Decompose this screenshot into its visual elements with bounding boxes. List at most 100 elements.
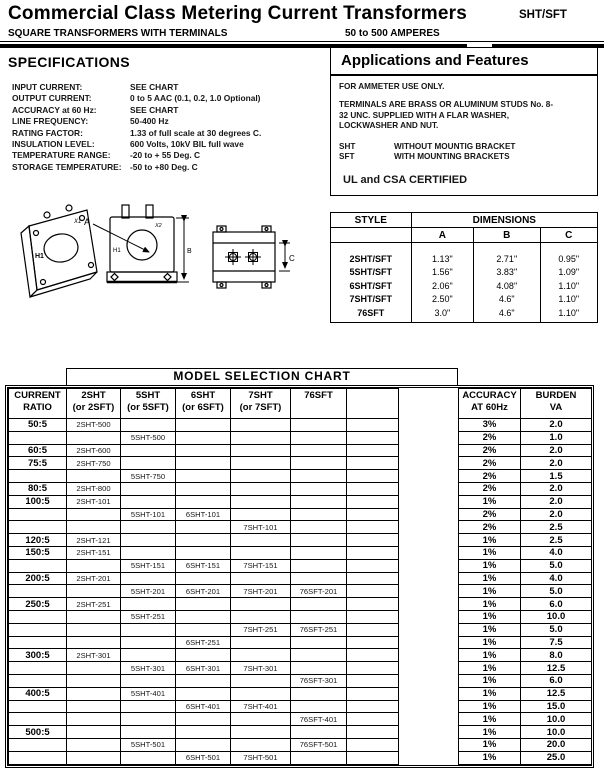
chart-cell xyxy=(8,622,67,637)
chart-cell xyxy=(66,469,121,483)
chart-gap-cell xyxy=(398,469,459,483)
chart-cell: 50:5 xyxy=(8,418,67,432)
bracket-desc: WITHOUT MOUNTIG BRACKET xyxy=(394,141,516,151)
chart-row: 50:5 2SHT-500 3% 2.0 xyxy=(8,418,592,432)
chart-empty-cell xyxy=(346,507,399,522)
chart-cell xyxy=(8,737,67,752)
chart-cell xyxy=(230,456,291,471)
label-x1: X1 xyxy=(73,219,81,225)
chart-cell xyxy=(290,571,347,586)
chart-cell: 2SHT-800 xyxy=(66,481,121,496)
chart-empty-cell xyxy=(346,545,399,560)
spec-row: INPUT CURRENT: SEE CHART xyxy=(12,82,327,93)
chart-cell xyxy=(290,725,347,739)
subtitle-product-type: SQUARE TRANSFORMERS WITH TERMINALS xyxy=(8,28,228,39)
chart-cell xyxy=(175,494,231,509)
chart-cell: 1% xyxy=(458,673,521,688)
chart-cell xyxy=(175,648,231,663)
col-header-current-ratio: CURRENT RATIO xyxy=(8,388,67,419)
dim-cell-c: 1.10" xyxy=(539,306,599,322)
chart-cell xyxy=(66,661,121,675)
chart-cell xyxy=(120,571,176,586)
dim-cell-b: 4.6" xyxy=(473,292,541,306)
spec-value: -20 to + 55 Deg. C xyxy=(130,150,201,161)
bracket-note: SHT WITHOUT MOUNTIG BRACKET xyxy=(339,142,589,153)
dim-cell-c: 1.10" xyxy=(539,292,599,306)
chart-cell xyxy=(175,443,231,458)
chart-cell: 5.0 xyxy=(520,584,592,599)
chart-cell: 5SHT-301 xyxy=(120,661,176,675)
chart-cell xyxy=(290,648,347,663)
chart-cell xyxy=(120,622,176,637)
chart-cell xyxy=(66,430,121,445)
chart-cell: 75:5 xyxy=(8,456,67,471)
chart-cell: 2SHT-750 xyxy=(66,456,121,471)
chart-gap-cell xyxy=(398,700,459,713)
transformer-side-drawing: C xyxy=(212,225,295,289)
chart-cell: 2SHT-201 xyxy=(66,571,121,586)
spec-row: LINE FREQUENCY: 50-400 Hz xyxy=(12,116,327,127)
spec-label: TEMPERATURE RANGE: xyxy=(12,150,111,161)
header-thin-rule xyxy=(0,41,604,42)
chart-cell xyxy=(66,635,121,650)
spec-label: INSULATION LEVEL: xyxy=(12,139,95,150)
chart-cell xyxy=(230,609,291,624)
chart-row: 75:5 2SHT-750 2% 2.0 xyxy=(8,456,592,471)
chart-cell: 76SFT-301 xyxy=(290,673,347,688)
chart-cell: 76SFT-401 xyxy=(290,712,347,727)
chart-row: 5SHT-301 6SHT-301 7SHT-301 1% 12.5 xyxy=(8,661,592,675)
chart-cell: 2% xyxy=(458,430,521,445)
chart-empty-cell xyxy=(346,469,399,483)
chart-gap-cell xyxy=(398,418,459,432)
chart-empty-cell xyxy=(346,481,399,496)
chart-cell xyxy=(290,750,347,765)
dim-col-b: B xyxy=(473,227,541,243)
chart-cell: 1% xyxy=(458,699,521,714)
dimensions-row: 2SHT/SFT 1.13" 2.71" 0.95" xyxy=(330,242,599,266)
chart-empty-cell xyxy=(346,430,399,445)
chart-cell: 5SHT-500 xyxy=(120,430,176,445)
chart-cell xyxy=(175,481,231,496)
chart-cell xyxy=(175,673,231,688)
applications-box: Applications and Features FOR AMMETER US… xyxy=(330,47,598,196)
chart-gap-cell xyxy=(398,546,459,560)
chart-cell: 1% xyxy=(458,533,521,547)
page-title: Commercial Class Metering Current Transf… xyxy=(8,3,468,24)
chart-cell xyxy=(66,712,121,727)
chart-cell: 1% xyxy=(458,737,521,752)
certification-note: UL and CSA CERTIFIED xyxy=(343,173,468,186)
spec-value: 1.33 of full scale at 30 degrees C. xyxy=(130,127,262,138)
chart-cell xyxy=(175,545,231,560)
dim-cell-style: 6SHT/SFT xyxy=(330,279,412,293)
chart-cell xyxy=(230,712,291,727)
chart-cell: 1% xyxy=(458,558,521,573)
chart-cell: 8.0 xyxy=(520,648,592,663)
chart-empty-cell xyxy=(346,635,399,650)
chart-cell xyxy=(290,507,347,522)
chart-cell: 1% xyxy=(458,584,521,599)
label-h1-front: H1 xyxy=(113,248,121,254)
chart-cell: 120:5 xyxy=(8,533,67,547)
chart-gap-cell xyxy=(398,559,459,573)
chart-cell xyxy=(120,418,176,432)
chart-cell: 2SHT-500 xyxy=(66,418,121,432)
col-header-2sht: 2SHT (or 2SFT) xyxy=(66,388,121,419)
specifications-heading: SPECIFICATIONS xyxy=(8,54,131,70)
transformer-perspective-drawing: H1 X1 xyxy=(20,204,98,299)
chart-gap-cell xyxy=(398,674,459,688)
chart-cell xyxy=(230,481,291,496)
chart-cell xyxy=(230,545,291,560)
col-header-6sht: 6SHT (or 6SFT) xyxy=(175,388,231,419)
chart-cell: 4.0 xyxy=(520,545,592,560)
dim-cell-a: 1.13" xyxy=(410,242,475,266)
dim-b-label: B xyxy=(187,248,192,255)
col-header-accuracy: ACCURACY AT 60Hz xyxy=(458,388,521,419)
bracket-desc: WITH MOUNTING BRACKETS xyxy=(394,152,510,161)
chart-cell: 1% xyxy=(458,622,521,637)
chart-cell xyxy=(290,686,347,701)
chart-cell xyxy=(175,469,231,483)
chart-cell: 6.0 xyxy=(520,597,592,611)
chart-cell xyxy=(290,533,347,547)
chart-cell: 6SHT-151 xyxy=(175,558,231,573)
chart-cell: 150:5 xyxy=(8,545,67,560)
